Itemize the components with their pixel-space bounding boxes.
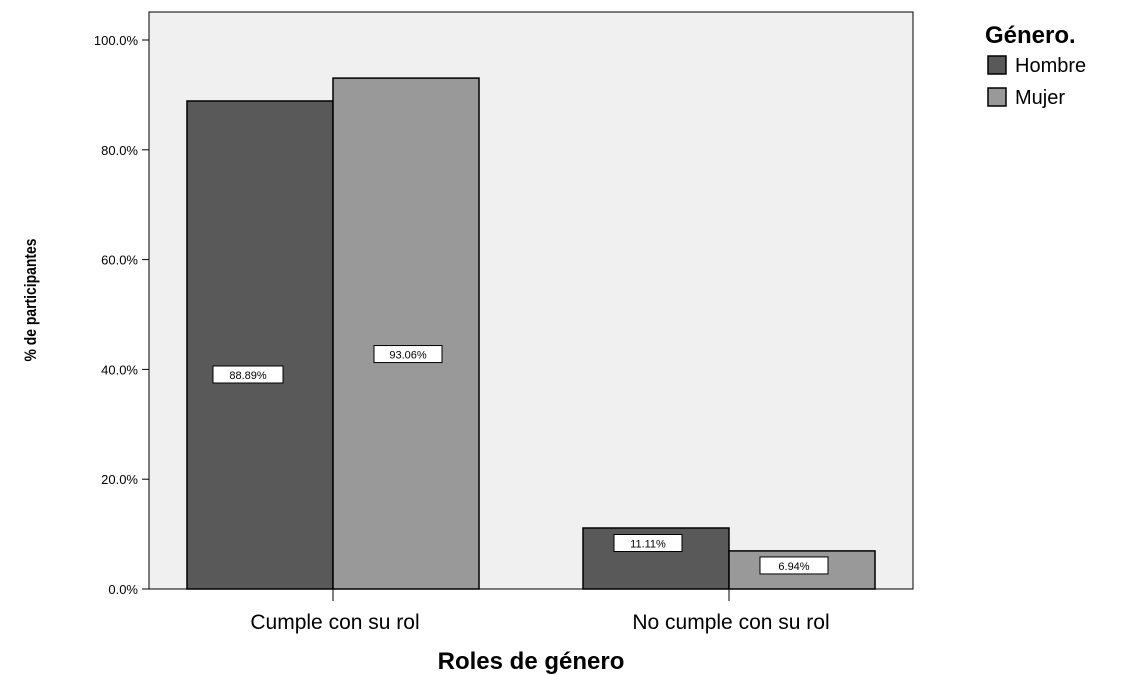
bar-mujer <box>332 77 480 590</box>
legend-swatch-mujer <box>987 87 1007 107</box>
y-tick-label: 0.0% <box>108 582 138 597</box>
y-tick-label: 100.0% <box>94 33 139 48</box>
y-tick-label: 60.0% <box>101 253 138 268</box>
data-label-box <box>613 534 683 553</box>
legend-swatch-hombre <box>987 55 1007 75</box>
data-label: 6.94% <box>778 561 809 573</box>
legend-title: Género. <box>985 22 1076 49</box>
legend-label-hombre: Hombre <box>1015 55 1086 77</box>
bars: 88.89% 93.06% 11.11% 6.94% <box>186 77 876 590</box>
x-category-label: Cumple con su rol <box>250 611 419 634</box>
data-label-box <box>373 345 443 364</box>
data-label-box <box>759 556 829 575</box>
y-axis-title: % de participantes <box>22 238 41 361</box>
y-axis: 0.0% 20.0% 40.0% 60.0% 80.0% 100.0% <box>94 33 149 597</box>
data-label: 11.11% <box>630 539 666 551</box>
bar-hombre <box>186 100 334 590</box>
legend: Género. Hombre Mujer <box>985 22 1086 109</box>
y-tick-label: 20.0% <box>101 472 138 487</box>
legend-label-mujer: Mujer <box>1015 87 1065 109</box>
data-label-box <box>212 365 284 384</box>
data-label: 88.89% <box>229 370 267 382</box>
data-label: 93.06% <box>389 350 427 362</box>
y-tick-label: 80.0% <box>101 143 138 158</box>
x-category-label: No cumple con su rol <box>632 611 829 634</box>
y-tick-label: 40.0% <box>101 362 138 377</box>
x-axis: Cumple con su rol No cumple con su rol <box>250 589 830 634</box>
x-axis-title: Roles de género <box>438 648 625 675</box>
